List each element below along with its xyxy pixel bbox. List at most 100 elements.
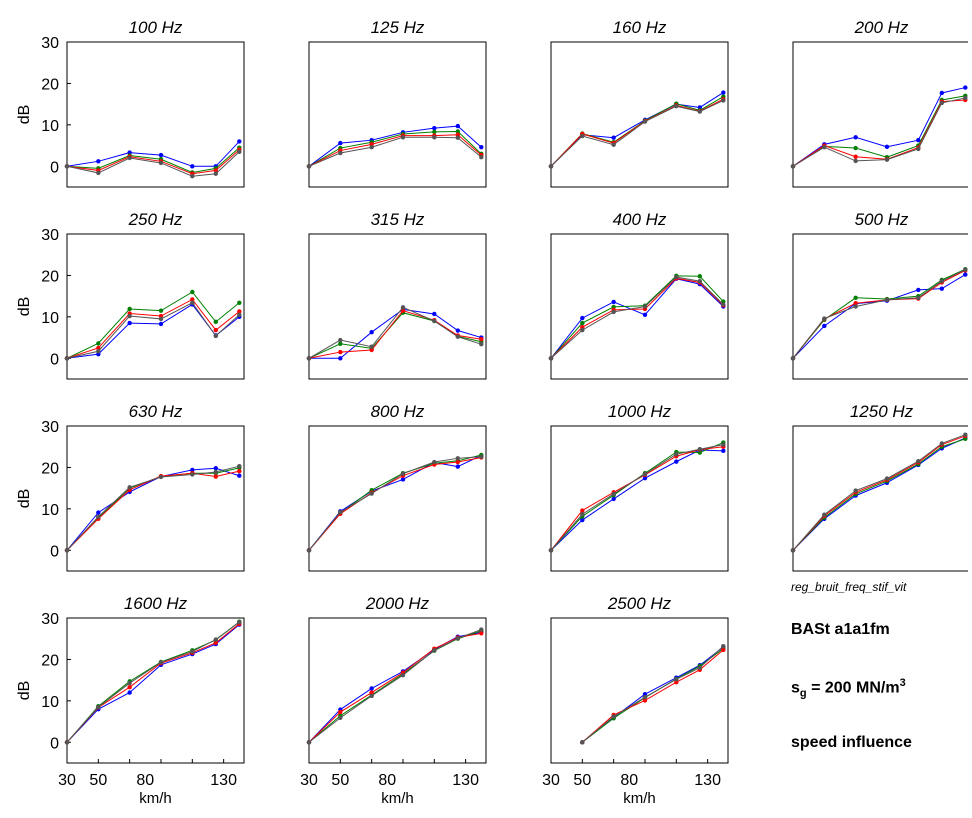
data-point xyxy=(916,287,921,293)
data-point xyxy=(158,160,164,166)
y-axis-label: dB xyxy=(16,297,33,317)
dataset-label: BASt a1a1fm xyxy=(791,621,890,638)
data-point xyxy=(963,267,968,272)
data-point xyxy=(822,145,827,150)
series-line-3 xyxy=(308,456,482,551)
data-point xyxy=(158,152,164,158)
data-point xyxy=(213,168,219,173)
data-point xyxy=(479,154,484,160)
data-point xyxy=(338,709,343,715)
plot-frame xyxy=(792,425,968,572)
data-point xyxy=(674,274,679,280)
series-line-1 xyxy=(550,92,724,167)
series-line-4 xyxy=(792,269,966,359)
panel-1000-hz: 1000 Hz xyxy=(548,402,729,572)
data-point xyxy=(822,323,827,329)
data-point xyxy=(884,157,890,162)
data-point xyxy=(674,459,679,464)
data-point xyxy=(369,693,374,699)
plot-frame xyxy=(308,41,487,188)
panel-title: 100 Hz xyxy=(129,18,183,37)
data-point xyxy=(455,459,461,465)
data-point xyxy=(96,704,101,710)
series-line-3 xyxy=(792,99,966,167)
data-point xyxy=(432,129,437,135)
data-point xyxy=(338,341,343,346)
data-point xyxy=(790,164,796,169)
data-point xyxy=(213,333,219,339)
data-point xyxy=(455,135,461,140)
data-point xyxy=(853,300,858,306)
series-line-3 xyxy=(550,277,724,359)
y-axis-label: dB xyxy=(16,105,33,125)
data-point xyxy=(580,327,585,333)
data-point xyxy=(158,474,164,480)
data-point xyxy=(548,356,554,361)
plot-frame xyxy=(792,233,968,380)
data-point xyxy=(884,297,890,303)
data-point xyxy=(642,471,648,477)
series-line-3 xyxy=(792,270,966,359)
plot-frame xyxy=(66,425,245,572)
plot-frame xyxy=(308,617,487,764)
data-point xyxy=(580,315,585,321)
panel-160-hz: 160 Hz xyxy=(548,18,729,188)
stiffness-value: = 200 MN/m xyxy=(806,679,900,697)
panel-title: 1250 Hz xyxy=(850,402,914,421)
y-tick-label: 20 xyxy=(41,652,59,669)
data-point xyxy=(190,164,195,169)
data-point xyxy=(674,104,679,109)
data-point xyxy=(455,464,461,469)
data-point xyxy=(158,308,164,313)
data-point xyxy=(369,347,374,353)
x-tick-label: 80 xyxy=(136,772,154,789)
data-point xyxy=(213,319,219,325)
data-point xyxy=(721,643,726,649)
influence-label: speed influence xyxy=(791,734,912,751)
plot-frame xyxy=(550,233,729,380)
data-point xyxy=(432,459,437,465)
data-point xyxy=(611,309,616,315)
data-point xyxy=(237,463,242,469)
plot-frame xyxy=(66,233,245,380)
data-point xyxy=(853,304,858,309)
data-point xyxy=(721,647,726,653)
data-point xyxy=(822,512,827,517)
series-line-4 xyxy=(66,465,240,551)
data-point xyxy=(237,619,242,625)
stiffness-symbol: s xyxy=(791,679,800,697)
panel-100-hz: 100 Hz 0 10 20 30 dB xyxy=(16,18,245,188)
data-point xyxy=(790,548,796,553)
data-point xyxy=(853,154,858,159)
panel-2500-hz: 2500 Hz 30 50 80 130 km/h xyxy=(542,594,729,807)
panel-title: 315 Hz xyxy=(371,210,425,229)
data-point xyxy=(432,125,437,131)
y-tick-label: 10 xyxy=(41,118,59,135)
data-point xyxy=(611,299,616,305)
data-point xyxy=(916,146,921,152)
data-point xyxy=(479,342,484,347)
data-point xyxy=(697,279,703,284)
data-point xyxy=(213,640,219,646)
series-line-1 xyxy=(308,125,482,167)
data-point xyxy=(127,690,132,695)
panel-title: 400 Hz xyxy=(613,210,667,229)
data-point xyxy=(853,488,858,493)
series-line-4 xyxy=(308,456,482,551)
panel-1250-hz: 1250 Hz xyxy=(790,402,968,572)
data-point xyxy=(642,312,648,317)
y-tick-label: 0 xyxy=(50,351,59,368)
y-axis-label: dB xyxy=(16,681,33,701)
series-line-1 xyxy=(66,624,240,743)
data-point xyxy=(611,135,616,140)
data-point xyxy=(127,313,132,319)
series-line-4 xyxy=(66,151,240,177)
panel-315-hz: 315 Hz xyxy=(306,210,487,380)
data-point xyxy=(611,142,616,147)
data-point xyxy=(697,447,703,452)
data-point xyxy=(64,164,70,169)
data-point xyxy=(642,119,648,124)
data-point xyxy=(369,329,374,335)
data-point xyxy=(853,135,858,140)
